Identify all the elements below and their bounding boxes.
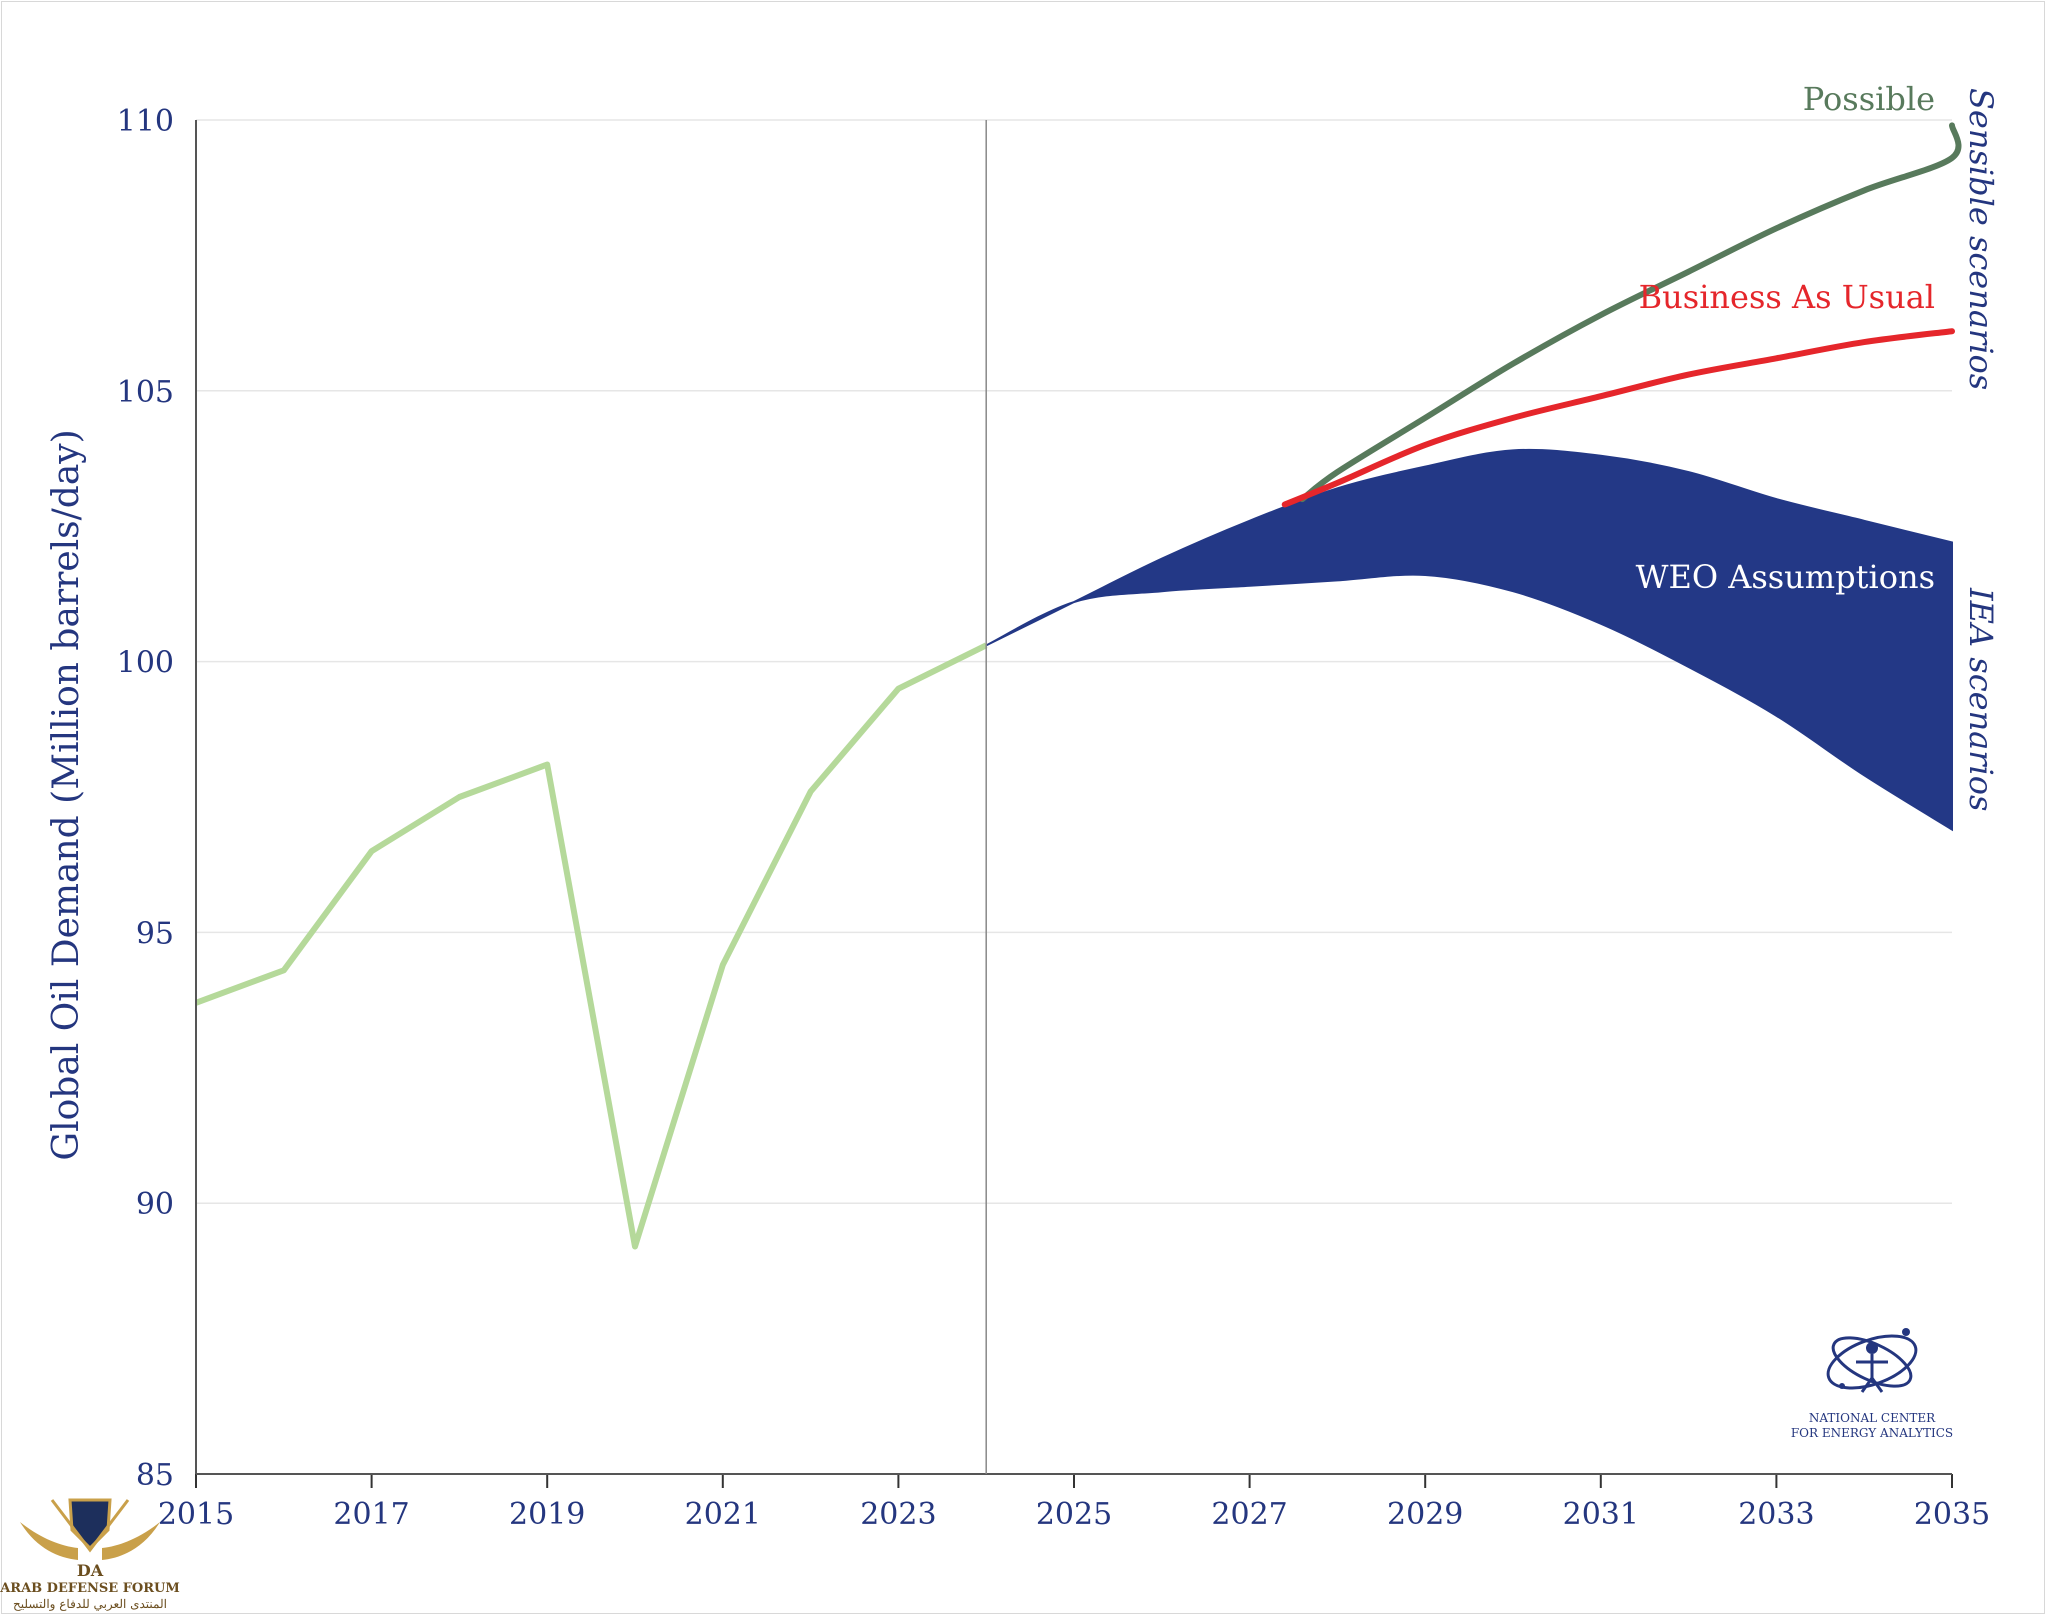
weo-band-layer — [985, 448, 1953, 832]
ncea-logo-line1: NATIONAL CENTER — [1809, 1411, 1936, 1425]
weo-assumptions-band — [985, 448, 1953, 832]
series-label-possible: Possible — [1803, 80, 1935, 118]
possible-line — [1299, 122, 1962, 503]
y-axis-title: Global Oil Demand (Million barrels/day) — [46, 429, 87, 1160]
forum-monogram: DA — [77, 1561, 104, 1580]
series-lines — [194, 122, 1962, 1250]
x-tick-label-2035: 2035 — [1914, 1497, 1990, 1532]
ncea-logo-line2: FOR ENERGY ANALYTICS — [1791, 1426, 1953, 1440]
y-tick-label-95: 95 — [136, 916, 174, 951]
iea-scenarios-label: IEA scenarios — [1962, 587, 2000, 811]
forum-name-english: ARAB DEFENSE FORUM — [0, 1581, 180, 1596]
x-tick-label-2017: 2017 — [333, 1497, 409, 1532]
tick-labels: 85 90 95 100 105 110 2015 2017 2019 2021 2023 2025 2… — [117, 104, 1990, 1532]
x-tick-label-2019: 2019 — [509, 1497, 585, 1532]
x-tick-label-2027: 2027 — [1211, 1497, 1287, 1532]
x-tick-label-2015: 2015 — [158, 1497, 234, 1532]
series-label-business-as-usual: Business As Usual — [1639, 278, 1935, 316]
business-as-usual-line — [1281, 328, 1955, 508]
y-tick-label-90: 90 — [136, 1187, 174, 1222]
sensible-scenarios-label: Sensible scenarios — [1962, 88, 2000, 390]
ncea-logo-emblem-icon — [1826, 1328, 1918, 1393]
history-line — [194, 642, 988, 1250]
x-tick-label-2021: 2021 — [685, 1497, 761, 1532]
forum-emblem-icon — [20, 1498, 160, 1560]
x-tick-label-2023: 2023 — [860, 1497, 936, 1532]
y-tick-label-100: 100 — [117, 646, 174, 681]
y-tick-label-105: 105 — [117, 375, 174, 410]
x-tick-label-2033: 2033 — [1738, 1497, 1814, 1532]
x-tick-label-2029: 2029 — [1387, 1497, 1463, 1532]
ncea-logo: NATIONAL CENTER FOR ENERGY ANALYTICS — [1791, 1328, 1953, 1440]
arab-defense-forum-watermark: DA ARAB DEFENSE FORUM المنتدى العربي للد… — [0, 1498, 180, 1611]
x-tick-label-2031: 2031 — [1563, 1497, 1639, 1532]
y-tick-label-85: 85 — [136, 1458, 174, 1493]
forum-name-arabic: المنتدى العربي للدفاع والتسليح — [13, 1597, 167, 1611]
x-tick-label-2025: 2025 — [1036, 1497, 1112, 1532]
series-label-weo-assumptions: WEO Assumptions — [1636, 558, 1935, 596]
axes — [195, 120, 1953, 1488]
y-tick-label-110: 110 — [117, 104, 174, 139]
grid-lines — [196, 119, 1952, 1204]
